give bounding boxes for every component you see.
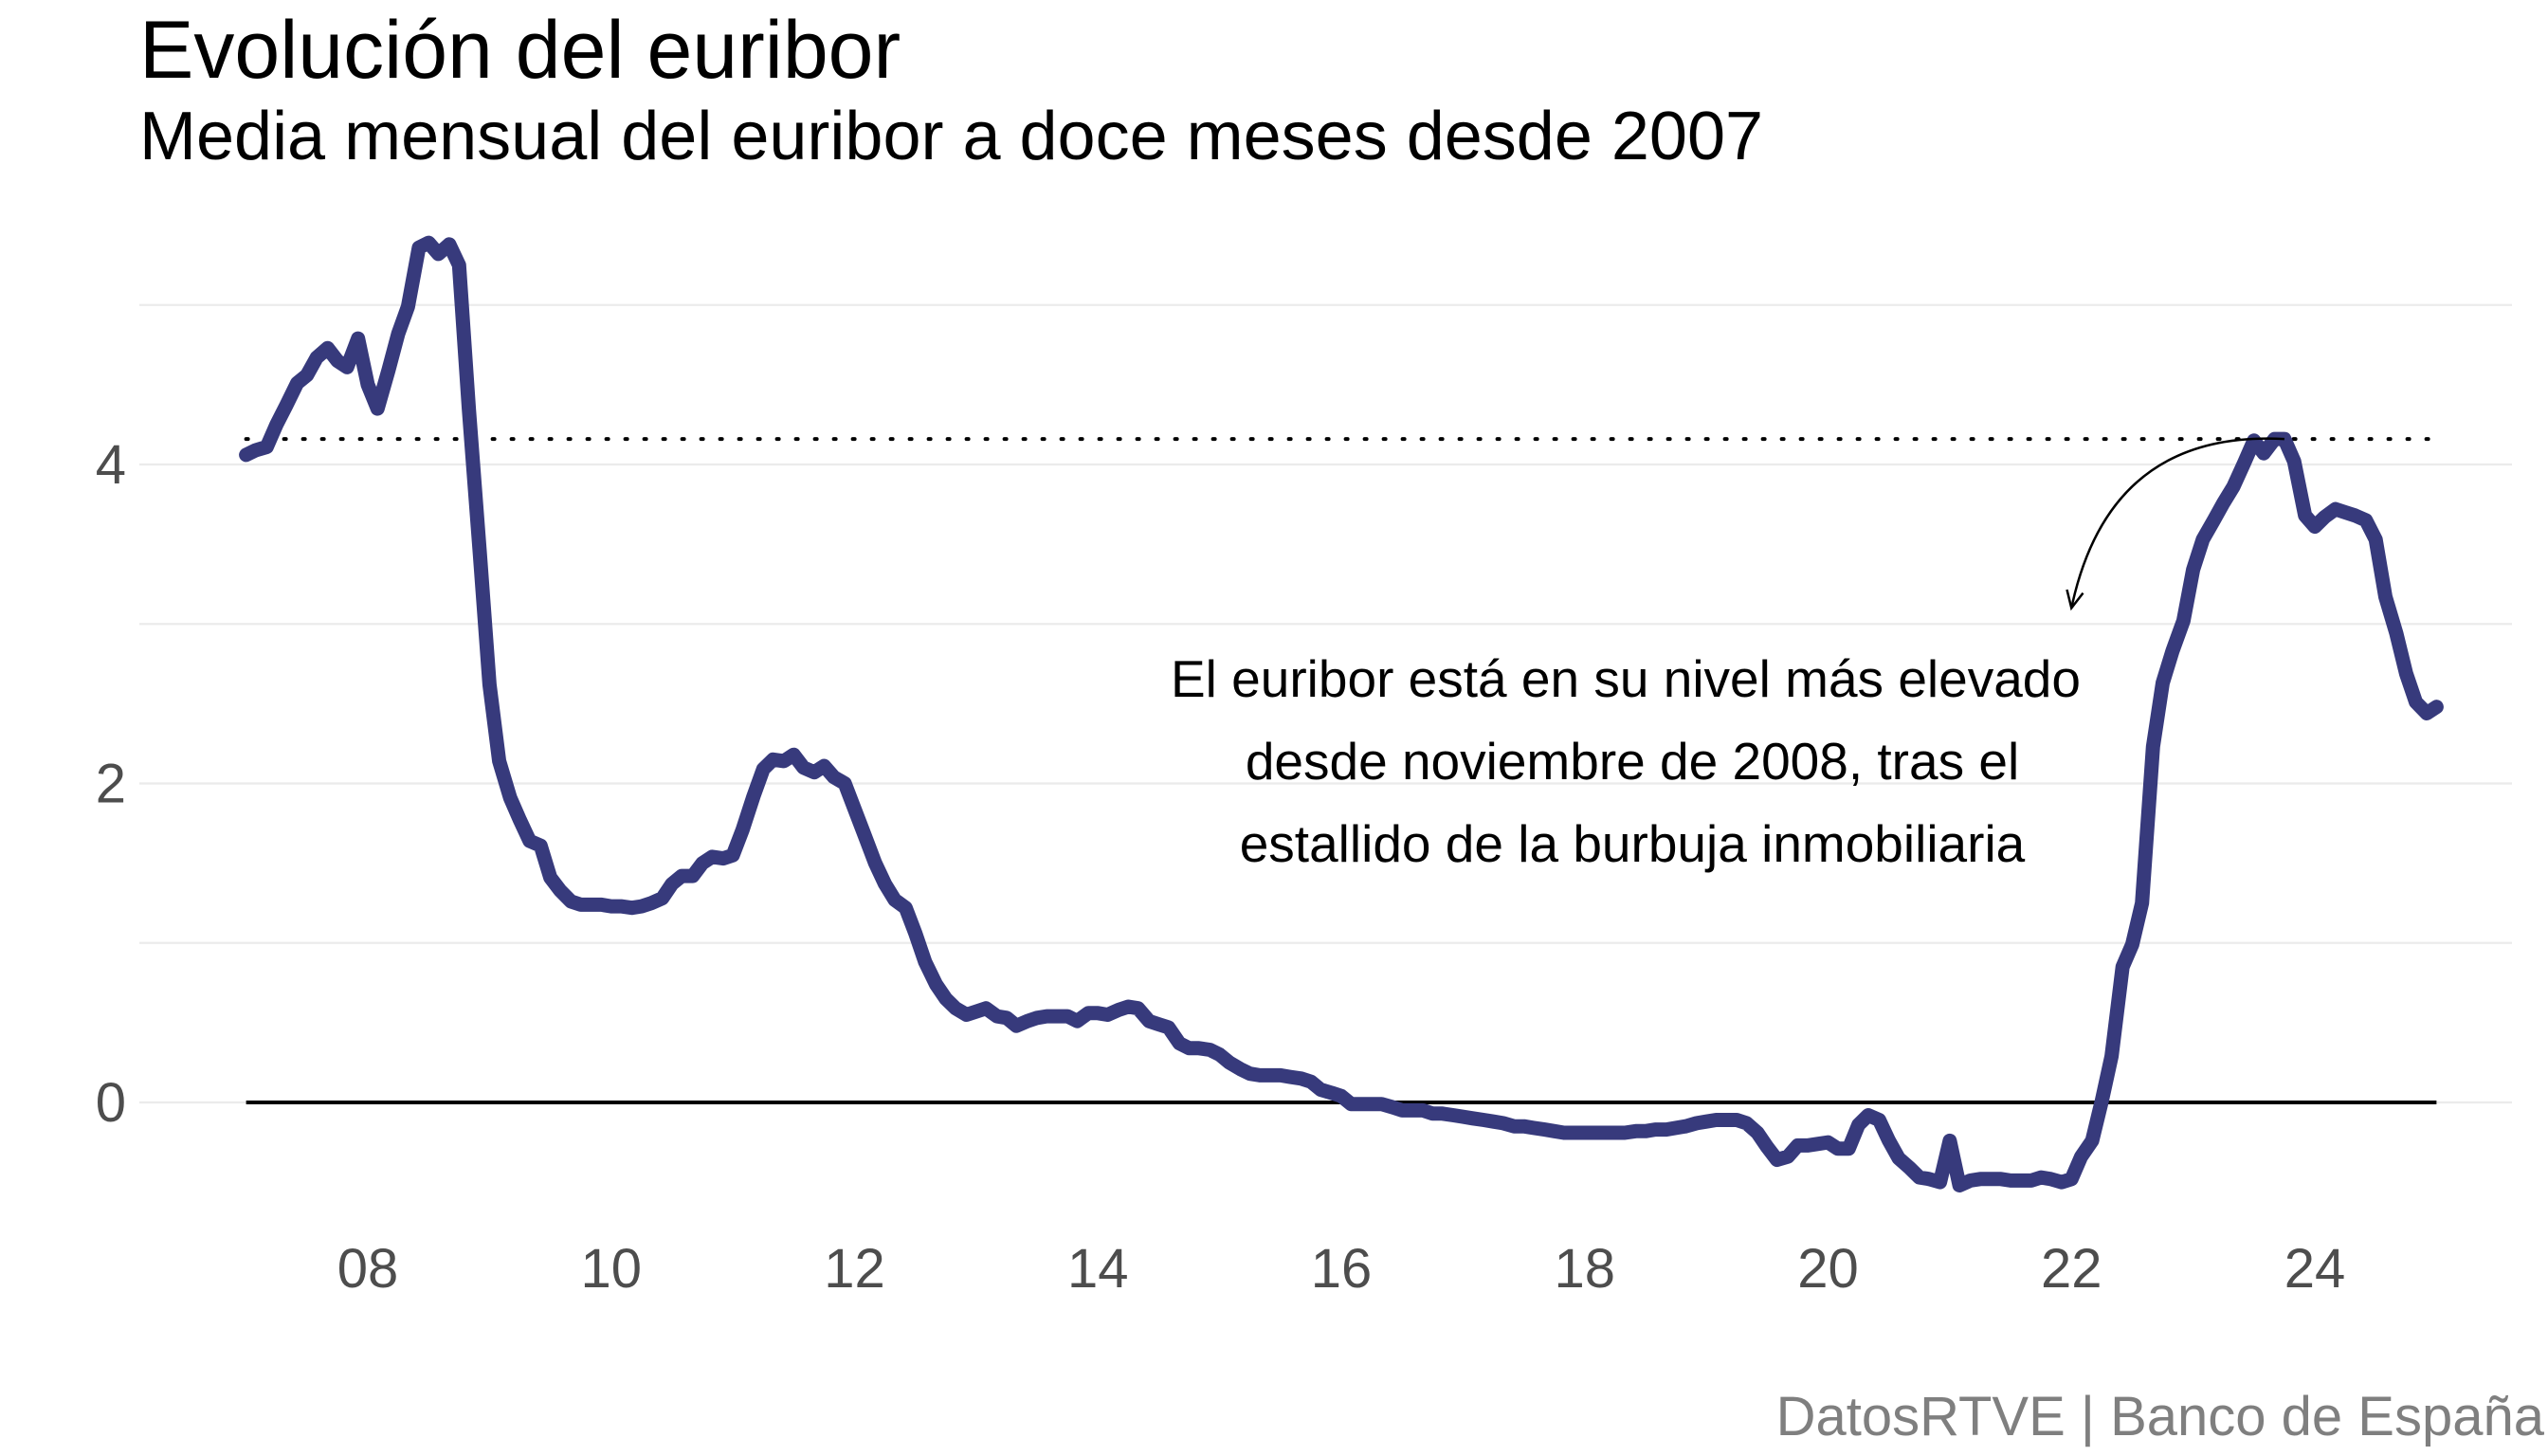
annotation-line-2: desde noviembre de 2008, tras el [1246,732,2019,791]
x-tick-label: 16 [1311,1238,1373,1300]
x-axis-ticks: 08 10 12 14 16 18 20 22 24 [337,1238,2346,1300]
x-tick-label: 10 [580,1238,642,1300]
x-tick-label: 18 [1554,1238,1615,1300]
y-tick-label: 2 [96,754,126,815]
x-tick-label: 24 [2284,1238,2346,1300]
source-caption: DatosRTVE | Banco de España [1775,1386,2544,1447]
annotation-line-1: El euribor está en su nivel más elevado [1171,649,2081,708]
x-tick-label: 12 [824,1238,885,1300]
chart-title: Evolución del euribor [139,5,901,96]
y-tick-label: 0 [96,1072,126,1134]
euribor-series-line [239,235,2444,1192]
y-tick-label: 4 [96,434,126,496]
series-layer [239,235,2444,1192]
annotation-arrow-curve [2070,437,2284,609]
x-tick-label: 20 [1797,1238,1859,1300]
x-tick-label: 14 [1067,1238,1129,1300]
x-tick-label: 08 [337,1238,399,1300]
annotation-line-3: estallido de la burbuja inmobiliaria [1240,814,2026,873]
annotation-arrowhead [2066,589,2084,611]
x-tick-label: 22 [2041,1238,2102,1300]
annotation: El euribor está en su nivel más elevado … [1171,437,2284,873]
chart-subtitle: Media mensual del euribor a doce meses d… [139,99,1764,174]
y-axis-ticks: 0 2 4 [96,434,126,1134]
